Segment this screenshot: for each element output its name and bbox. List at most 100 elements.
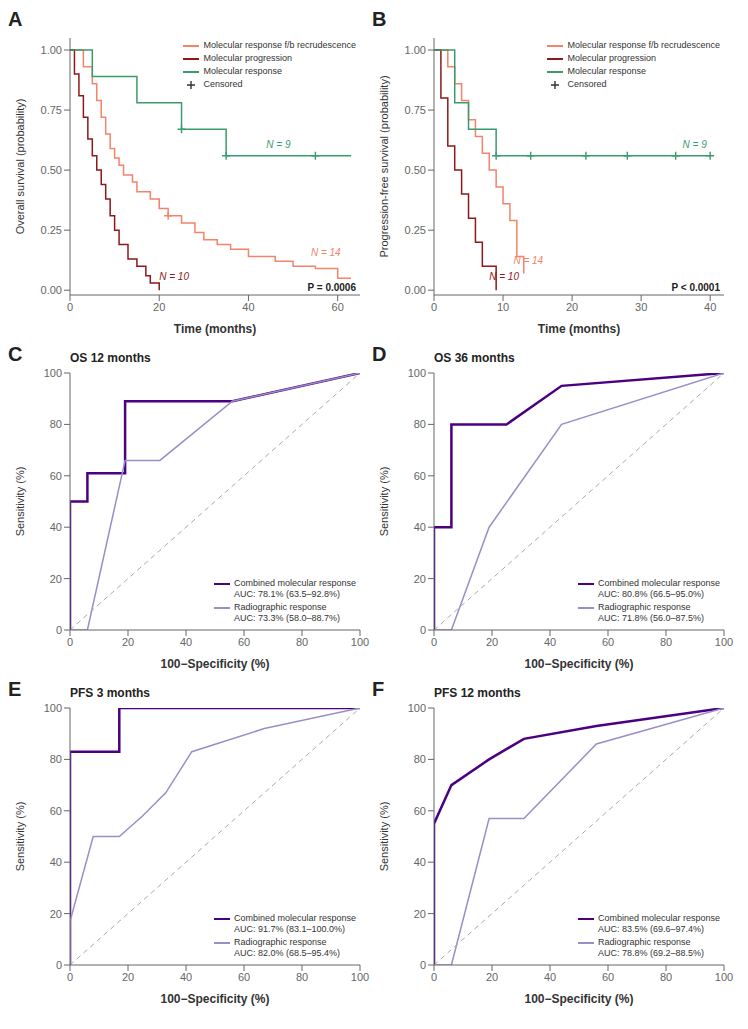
svg-text:0.75: 0.75 bbox=[41, 104, 62, 116]
svg-text:0.00: 0.00 bbox=[41, 284, 62, 296]
svg-text:30: 30 bbox=[635, 301, 647, 313]
svg-text:N = 10: N = 10 bbox=[159, 271, 189, 282]
svg-text:60: 60 bbox=[50, 805, 62, 817]
html-text:OS 12 months: OS 12 months bbox=[70, 351, 151, 365]
svg-text:80: 80 bbox=[414, 418, 426, 430]
svg-text:40: 40 bbox=[50, 521, 62, 533]
svg-text:P < 0.0001: P < 0.0001 bbox=[672, 282, 721, 293]
svg-text:100: 100 bbox=[351, 636, 369, 648]
svg-text:100: 100 bbox=[715, 636, 733, 648]
svg-text:0.00: 0.00 bbox=[405, 284, 426, 296]
svg-text:60: 60 bbox=[50, 470, 62, 482]
html-text:A: A bbox=[8, 8, 23, 30]
svg-text:100: 100 bbox=[351, 971, 369, 983]
svg-text:N = 14: N = 14 bbox=[311, 247, 341, 258]
svg-text:0: 0 bbox=[67, 636, 73, 648]
svg-text:40: 40 bbox=[180, 971, 192, 983]
html-text:Combined molecular response AU: Combined molecular response AUC: 83.5% (… bbox=[597, 913, 720, 934]
svg-text:N = 14: N = 14 bbox=[513, 255, 543, 266]
svg-text:80: 80 bbox=[296, 971, 308, 983]
svg-text:N = 9: N = 9 bbox=[683, 139, 708, 150]
svg-text:Sensitivity (%): Sensitivity (%) bbox=[378, 467, 390, 537]
svg-text:60: 60 bbox=[602, 971, 614, 983]
svg-text:0: 0 bbox=[67, 971, 73, 983]
html-text:Combined molecular response AU: Combined molecular response AUC: 78.1% (… bbox=[233, 578, 356, 599]
svg-text:60: 60 bbox=[332, 301, 344, 313]
svg-text:Progression-free survival (pro: Progression-free survival (probability) bbox=[378, 75, 390, 257]
svg-text:0.50: 0.50 bbox=[405, 164, 426, 176]
svg-text:40: 40 bbox=[414, 521, 426, 533]
svg-text:1.00: 1.00 bbox=[405, 44, 426, 56]
svg-text:Sensitivity (%): Sensitivity (%) bbox=[14, 467, 26, 537]
svg-text:100: 100 bbox=[44, 702, 62, 714]
html-text:Radiographic response AUC: 71.: Radiographic response AUC: 71.8% (56.0–8… bbox=[597, 602, 704, 623]
html-text:Radiographic response AUC: 78.: Radiographic response AUC: 78.8% (69.2–8… bbox=[597, 937, 704, 958]
html-text:Radiographic response AUC: 82.: Radiographic response AUC: 82.0% (68.5–9… bbox=[233, 937, 340, 958]
html-text:Combined molecular response AU: Combined molecular response AUC: 91.7% (… bbox=[233, 913, 356, 934]
svg-text:20: 20 bbox=[566, 301, 578, 313]
svg-text:20: 20 bbox=[414, 573, 426, 585]
svg-text:N = 9: N = 9 bbox=[266, 139, 291, 150]
svg-text:20: 20 bbox=[486, 971, 498, 983]
svg-text:20: 20 bbox=[414, 908, 426, 920]
svg-text:0.25: 0.25 bbox=[405, 224, 426, 236]
svg-text:20: 20 bbox=[153, 301, 165, 313]
svg-text:Sensitivity (%): Sensitivity (%) bbox=[14, 802, 26, 872]
svg-text:0: 0 bbox=[67, 301, 73, 313]
svg-text:40: 40 bbox=[704, 301, 716, 313]
svg-text:40: 40 bbox=[544, 636, 556, 648]
svg-text:80: 80 bbox=[660, 636, 672, 648]
svg-text:0: 0 bbox=[420, 624, 426, 636]
html-text:B: B bbox=[372, 8, 387, 30]
svg-text:P = 0.0006: P = 0.0006 bbox=[308, 282, 357, 293]
svg-text:100−Specificity (%): 100−Specificity (%) bbox=[160, 992, 269, 1006]
svg-text:20: 20 bbox=[50, 908, 62, 920]
svg-text:60: 60 bbox=[414, 805, 426, 817]
svg-text:80: 80 bbox=[660, 971, 672, 983]
svg-text:10: 10 bbox=[497, 301, 509, 313]
html-text:C: C bbox=[8, 343, 23, 365]
svg-text:40: 40 bbox=[414, 856, 426, 868]
svg-text:100: 100 bbox=[44, 367, 62, 379]
svg-text:0: 0 bbox=[56, 959, 62, 971]
svg-text:1.00: 1.00 bbox=[41, 44, 62, 56]
svg-text:40: 40 bbox=[50, 856, 62, 868]
svg-text:40: 40 bbox=[544, 971, 556, 983]
svg-text:0.25: 0.25 bbox=[41, 224, 62, 236]
svg-text:100: 100 bbox=[408, 702, 426, 714]
svg-text:100−Specificity (%): 100−Specificity (%) bbox=[524, 657, 633, 671]
svg-text:60: 60 bbox=[238, 971, 250, 983]
svg-text:0.75: 0.75 bbox=[405, 104, 426, 116]
svg-text:0: 0 bbox=[431, 636, 437, 648]
svg-text:Time (months): Time (months) bbox=[538, 322, 620, 336]
svg-text:0: 0 bbox=[420, 959, 426, 971]
svg-text:20: 20 bbox=[122, 971, 134, 983]
svg-text:40: 40 bbox=[180, 636, 192, 648]
svg-text:40: 40 bbox=[242, 301, 254, 313]
svg-text:100−Specificity (%): 100−Specificity (%) bbox=[524, 992, 633, 1006]
svg-text:20: 20 bbox=[486, 636, 498, 648]
svg-text:80: 80 bbox=[296, 636, 308, 648]
html-text:Radiographic response AUC: 73.: Radiographic response AUC: 73.3% (58.0–8… bbox=[233, 602, 340, 623]
svg-text:80: 80 bbox=[50, 753, 62, 765]
svg-text:60: 60 bbox=[414, 470, 426, 482]
html-text:Combined molecular response AU: Combined molecular response AUC: 80.8% (… bbox=[597, 578, 720, 599]
svg-text:0: 0 bbox=[56, 624, 62, 636]
svg-text:Time (months): Time (months) bbox=[174, 322, 256, 336]
html-text:D: D bbox=[372, 343, 387, 365]
svg-text:60: 60 bbox=[238, 636, 250, 648]
svg-text:N = 10: N = 10 bbox=[489, 271, 519, 282]
svg-text:0: 0 bbox=[431, 971, 437, 983]
svg-text:100: 100 bbox=[408, 367, 426, 379]
svg-text:100−Specificity (%): 100−Specificity (%) bbox=[160, 657, 269, 671]
svg-text:100: 100 bbox=[715, 971, 733, 983]
svg-text:0.50: 0.50 bbox=[41, 164, 62, 176]
svg-text:60: 60 bbox=[602, 636, 614, 648]
svg-text:20: 20 bbox=[122, 636, 134, 648]
svg-text:Overall survival (probability): Overall survival (probability) bbox=[14, 99, 26, 235]
svg-text:Sensitivity (%): Sensitivity (%) bbox=[378, 802, 390, 872]
svg-text:80: 80 bbox=[414, 753, 426, 765]
svg-text:80: 80 bbox=[50, 418, 62, 430]
svg-text:20: 20 bbox=[50, 573, 62, 585]
svg-text:0: 0 bbox=[431, 301, 437, 313]
